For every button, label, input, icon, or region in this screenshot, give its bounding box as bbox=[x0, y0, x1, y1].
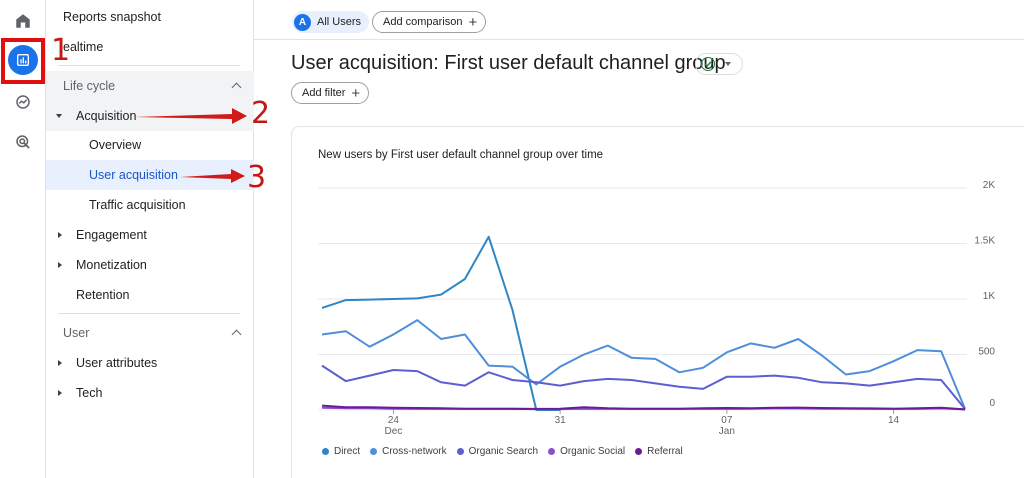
add-comparison-button[interactable]: Add comparison + bbox=[372, 11, 487, 33]
page-title: User acquisition: First user default cha… bbox=[291, 52, 726, 74]
section-header-label: User bbox=[63, 326, 90, 340]
sidebar-item-label: Retention bbox=[76, 288, 130, 302]
check-circle-icon bbox=[701, 57, 715, 71]
chevron-up-icon bbox=[231, 82, 242, 93]
sidebar-item-label: ealtime bbox=[63, 40, 104, 54]
sidebar-item-tech[interactable]: Tech bbox=[46, 378, 254, 408]
sidebar-item-traffic-acquisition[interactable]: Traffic acquisition bbox=[46, 190, 254, 220]
explore-icon[interactable] bbox=[9, 88, 37, 116]
legend-dot bbox=[456, 448, 464, 455]
sidebar: Reports snapshot ealtime Life cycle Acqu… bbox=[46, 0, 254, 478]
segment-label: All Users bbox=[317, 16, 362, 28]
chart-title: New users by First user default channel … bbox=[318, 149, 604, 161]
data-quality-dropdown[interactable] bbox=[695, 53, 743, 75]
sidebar-item-label: Acquisition bbox=[76, 109, 137, 123]
sidebar-item-realtime[interactable]: ealtime bbox=[46, 32, 254, 62]
reports-icon[interactable] bbox=[8, 45, 38, 75]
chevron-down-icon bbox=[725, 62, 731, 66]
caret-right-icon bbox=[58, 359, 62, 366]
sidebar-item-monetization[interactable]: Monetization bbox=[46, 250, 254, 280]
segment-badge: A bbox=[294, 13, 311, 31]
legend-item[interactable]: Referral bbox=[635, 446, 683, 457]
sidebar-item-acquisition[interactable]: Acquisition bbox=[46, 101, 254, 131]
sidebar-item-label: User acquisition bbox=[89, 168, 178, 182]
legend-item[interactable]: Direct bbox=[322, 446, 360, 457]
annotation-number-3: 3 bbox=[247, 160, 267, 195]
segment-chip-all-users[interactable]: A All Users bbox=[292, 11, 370, 33]
advertising-icon[interactable] bbox=[9, 128, 37, 156]
divider bbox=[58, 65, 240, 66]
legend-item[interactable]: Organic Search bbox=[456, 446, 539, 457]
legend-label: Direct bbox=[334, 446, 361, 457]
chart-legend: Direct Cross-network Organic Search Organic… bbox=[322, 446, 693, 457]
sidebar-item-label: Traffic acquisition bbox=[89, 198, 186, 212]
legend-dot bbox=[370, 448, 378, 455]
plus-icon: + bbox=[351, 84, 361, 102]
sidebar-item-label: Tech bbox=[76, 386, 103, 400]
caret-down-icon bbox=[56, 114, 62, 118]
legend-label: Organic Social bbox=[560, 446, 626, 457]
section-header-user[interactable]: User bbox=[46, 318, 254, 348]
sidebar-item-label: Monetization bbox=[76, 258, 147, 272]
section-header-lifecycle[interactable]: Life cycle bbox=[46, 71, 254, 101]
sidebar-item-label: Reports snapshot bbox=[63, 10, 161, 24]
legend-dot bbox=[322, 448, 329, 455]
comparison-bar: A All Users Add comparison + bbox=[254, 0, 1024, 40]
caret-right-icon bbox=[58, 231, 62, 238]
legend-dot bbox=[548, 448, 556, 455]
sidebar-item-retention[interactable]: Retention bbox=[46, 280, 254, 310]
annotation-highlight-box bbox=[1, 38, 45, 84]
sidebar-item-user-attributes[interactable]: User attributes bbox=[46, 348, 254, 378]
legend-label: Cross-network bbox=[382, 446, 447, 457]
add-filter-label: Add filter bbox=[302, 87, 346, 99]
annotation-number-1: 1 bbox=[51, 33, 71, 68]
add-filter-button[interactable]: Add filter + bbox=[291, 82, 370, 104]
chart-card bbox=[291, 126, 1024, 478]
sidebar-item-engagement[interactable]: Engagement bbox=[46, 220, 254, 250]
add-comparison-label: Add comparison bbox=[383, 16, 463, 28]
caret-right-icon bbox=[58, 261, 62, 268]
sidebar-item-label: User attributes bbox=[76, 356, 158, 370]
icon-rail bbox=[0, 0, 46, 478]
legend-dot bbox=[635, 448, 643, 455]
plus-icon: + bbox=[468, 13, 478, 31]
annotation-number-2: 2 bbox=[251, 96, 271, 131]
sidebar-item-reports-snapshot[interactable]: Reports snapshot bbox=[46, 2, 254, 32]
section-header-label: Life cycle bbox=[63, 79, 116, 93]
chevron-up-icon bbox=[231, 329, 242, 340]
legend-item[interactable]: Organic Social bbox=[548, 446, 625, 457]
sidebar-item-label: Engagement bbox=[76, 228, 147, 242]
sidebar-item-user-acquisition[interactable]: User acquisition bbox=[46, 160, 254, 190]
divider bbox=[58, 313, 240, 314]
sidebar-item-overview[interactable]: Overview bbox=[46, 130, 254, 160]
sidebar-item-label: Overview bbox=[89, 138, 142, 152]
caret-right-icon bbox=[58, 389, 62, 396]
home-icon[interactable] bbox=[9, 7, 37, 35]
legend-label: Referral bbox=[647, 446, 683, 457]
legend-label: Organic Search bbox=[468, 446, 539, 457]
legend-item[interactable]: Cross-network bbox=[370, 446, 447, 457]
